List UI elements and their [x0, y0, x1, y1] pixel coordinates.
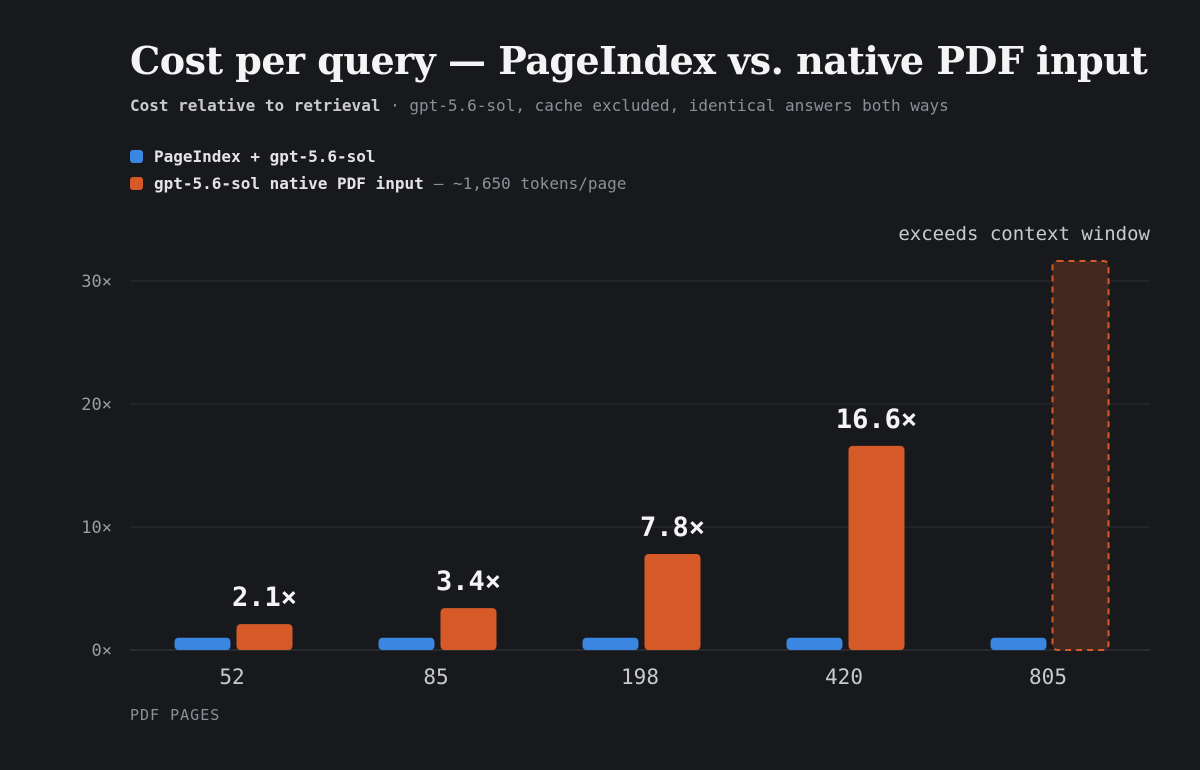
- subtitle-details: · gpt-5.6-sol, cache excluded, identical…: [390, 96, 949, 115]
- y-tick-label-0: 0×: [92, 641, 112, 661]
- legend-swatch-pageindex: [130, 150, 143, 163]
- value-label-420: 16.6×: [836, 404, 917, 435]
- value-label-52: 2.1×: [232, 582, 297, 613]
- x-tick-label-420: 420: [825, 665, 863, 689]
- bar-native-198: [644, 554, 701, 650]
- bar-native-85: [440, 608, 497, 650]
- annotation-exceeds-context: exceeds context window: [898, 223, 1150, 245]
- bar-native-805-exceeded: [1051, 260, 1110, 651]
- bar-pageindex-805: [990, 637, 1047, 650]
- value-label-85: 3.4×: [436, 566, 501, 597]
- legend-item-native-pdf: gpt-5.6-sol native PDF input — ~1,650 to…: [130, 170, 626, 197]
- bar-native-52: [236, 624, 293, 650]
- legend-item-pageindex: PageIndex + gpt-5.6-sol: [130, 143, 626, 170]
- legend-note-native-pdf: — ~1,650 tokens/page: [433, 174, 627, 193]
- bar-pageindex-198: [582, 637, 639, 650]
- subtitle-strong: Cost relative to retrieval: [130, 96, 381, 115]
- y-tick-label-10: 10×: [81, 518, 112, 538]
- x-tick-label-52: 52: [219, 665, 244, 689]
- x-tick-label-85: 85: [423, 665, 448, 689]
- y-tick-label-30: 30×: [81, 272, 112, 292]
- legend-label-pageindex: PageIndex + gpt-5.6-sol: [154, 147, 376, 166]
- bar-pageindex-85: [378, 637, 435, 650]
- bar-pageindex-52: [174, 637, 231, 650]
- x-axis-title: PDF PAGES: [130, 706, 220, 724]
- bar-pageindex-420: [786, 637, 843, 650]
- value-label-198: 7.8×: [640, 512, 705, 543]
- y-tick-label-20: 20×: [81, 395, 112, 415]
- legend-swatch-native-pdf: [130, 177, 143, 190]
- x-tick-label-198: 198: [621, 665, 659, 689]
- chart-title: Cost per query — PageIndex vs. native PD…: [130, 38, 1148, 83]
- bar-native-420: [848, 445, 905, 650]
- chart-legend: PageIndex + gpt-5.6-sol gpt-5.6-sol nati…: [130, 143, 626, 197]
- chart-subtitle: Cost relative to retrieval · gpt-5.6-sol…: [130, 96, 949, 115]
- x-tick-label-805: 805: [1029, 665, 1067, 689]
- legend-label-native-pdf: gpt-5.6-sol native PDF input: [154, 174, 424, 193]
